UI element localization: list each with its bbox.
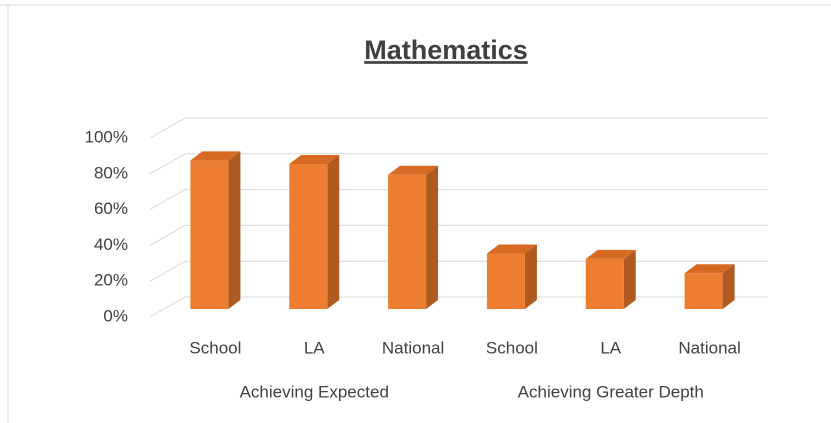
- bar: [684, 273, 723, 309]
- grid-line: [149, 153, 768, 175]
- bar-side: [228, 151, 241, 309]
- y-tick-label: 20%: [94, 271, 128, 290]
- x-tick-label: National: [678, 338, 740, 357]
- y-tick-label: 60%: [94, 199, 128, 218]
- x-tick-label: School: [189, 338, 241, 357]
- bar-side: [722, 264, 735, 309]
- x-tick-label: LA: [304, 338, 325, 357]
- grid-line: [149, 224, 768, 246]
- grid-line: [149, 189, 768, 211]
- x-tick-label: National: [382, 338, 444, 357]
- bar-top: [190, 151, 241, 161]
- x-tick-label: LA: [600, 338, 621, 357]
- bar-top: [289, 155, 340, 165]
- bar: [388, 174, 427, 309]
- bar-top: [585, 249, 636, 259]
- bar: [289, 164, 328, 309]
- bar-top: [486, 244, 537, 254]
- bar-side: [426, 165, 439, 309]
- grid-line: [149, 117, 768, 139]
- y-tick-label: 80%: [94, 163, 128, 182]
- bar: [486, 253, 525, 309]
- grid-line: [149, 296, 768, 318]
- bar-side: [524, 244, 537, 309]
- bar-top: [684, 264, 735, 274]
- bar: [585, 258, 624, 309]
- bar-side: [327, 155, 340, 309]
- chart-title: Mathematics: [364, 35, 528, 65]
- y-tick-label: 100%: [85, 127, 128, 146]
- bar: [190, 160, 229, 309]
- group-label: Achieving Greater Depth: [518, 382, 704, 401]
- grid-line: [149, 260, 768, 282]
- y-tick-label: 40%: [94, 235, 128, 254]
- bar-side: [623, 249, 636, 309]
- y-tick-label: 0%: [103, 306, 128, 325]
- bar-top: [388, 165, 439, 175]
- group-label: Achieving Expected: [240, 382, 389, 401]
- x-tick-label: School: [486, 338, 538, 357]
